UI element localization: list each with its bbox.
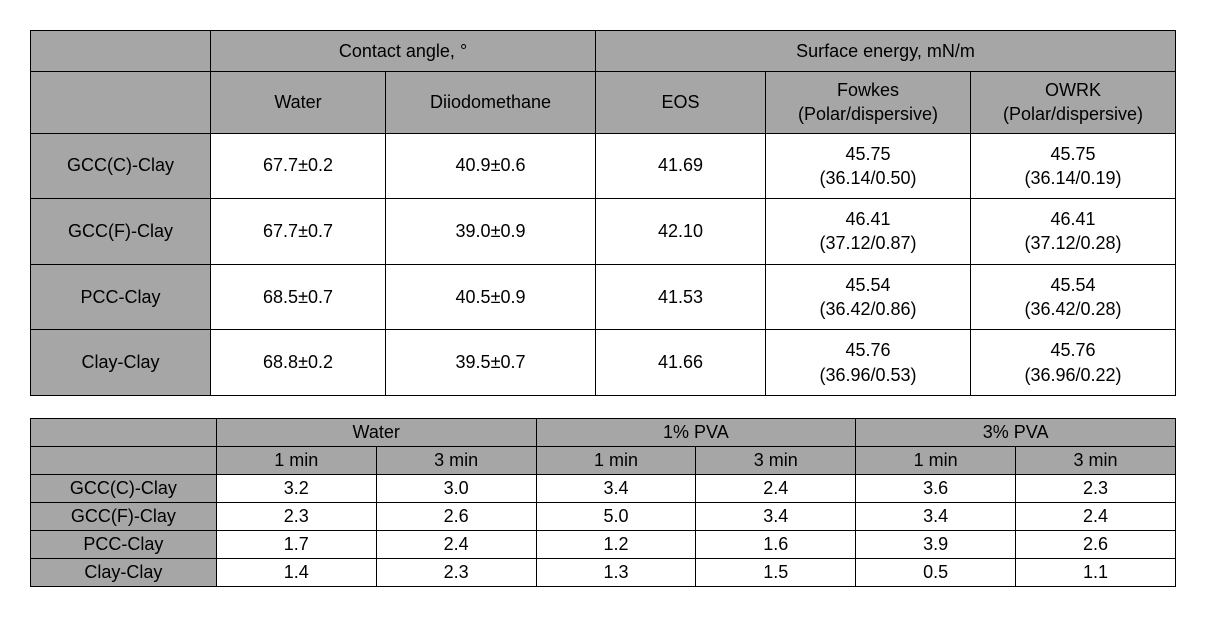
cell-value: 1.2 <box>536 530 696 558</box>
fowkes-value: 45.75 (36.14/0.50) <box>766 133 971 199</box>
row-label: GCC(F)-Clay <box>31 199 211 265</box>
cell-value: 1.1 <box>1016 558 1176 586</box>
row-label: GCC(C)-Clay <box>31 133 211 199</box>
cell-value: 2.4 <box>1016 502 1176 530</box>
cell-value: 2.4 <box>696 474 856 502</box>
pva-time-table: Water 1% PVA 3% PVA 1 min 3 min 1 min 3 … <box>30 418 1176 587</box>
cell-value: 2.3 <box>1016 474 1176 502</box>
fowkes-value: 45.76 (36.96/0.53) <box>766 330 971 396</box>
time-header: 1 min <box>536 446 696 474</box>
blank-header <box>31 31 211 72</box>
cell-value: 1.3 <box>536 558 696 586</box>
cell-value: 3.0 <box>376 474 536 502</box>
blank-header <box>31 418 217 446</box>
cell-value: 3.4 <box>856 502 1016 530</box>
cell-value: 5.0 <box>536 502 696 530</box>
surface-energy-header: Surface energy, mN/m <box>596 31 1176 72</box>
pva1-group-header: 1% PVA <box>536 418 856 446</box>
fowkes-value: 45.54 (36.42/0.86) <box>766 264 971 330</box>
blank-header <box>31 72 211 134</box>
cell-value: 1.7 <box>216 530 376 558</box>
time-header: 3 min <box>696 446 856 474</box>
diiodo-value: 39.5±0.7 <box>386 330 596 396</box>
cell-value: 3.4 <box>696 502 856 530</box>
water-group-header: Water <box>216 418 536 446</box>
row-label: GCC(F)-Clay <box>31 502 217 530</box>
time-header: 1 min <box>216 446 376 474</box>
owrk-header: OWRK (Polar/dispersive) <box>971 72 1176 134</box>
time-header: 3 min <box>376 446 536 474</box>
row-label: PCC-Clay <box>31 264 211 330</box>
diiodo-value: 40.9±0.6 <box>386 133 596 199</box>
cell-value: 2.3 <box>216 502 376 530</box>
fowkes-value: 46.41 (37.12/0.87) <box>766 199 971 265</box>
water-header: Water <box>211 72 386 134</box>
cell-value: 2.6 <box>376 502 536 530</box>
eos-value: 41.53 <box>596 264 766 330</box>
owrk-value: 45.76 (36.96/0.22) <box>971 330 1176 396</box>
row-label: GCC(C)-Clay <box>31 474 217 502</box>
owrk-value: 46.41 (37.12/0.28) <box>971 199 1176 265</box>
cell-value: 2.3 <box>376 558 536 586</box>
water-value: 67.7±0.7 <box>211 199 386 265</box>
diiodo-value: 39.0±0.9 <box>386 199 596 265</box>
row-label: Clay-Clay <box>31 330 211 396</box>
blank-header <box>31 446 217 474</box>
owrk-value: 45.75 (36.14/0.19) <box>971 133 1176 199</box>
pva3-group-header: 3% PVA <box>856 418 1176 446</box>
time-header: 3 min <box>1016 446 1176 474</box>
contact-angle-surface-energy-table: Contact angle, ° Surface energy, mN/m Wa… <box>30 30 1176 396</box>
eos-value: 41.66 <box>596 330 766 396</box>
cell-value: 0.5 <box>856 558 1016 586</box>
cell-value: 1.6 <box>696 530 856 558</box>
diiodo-header: Diiodomethane <box>386 72 596 134</box>
row-label: PCC-Clay <box>31 530 217 558</box>
contact-angle-header: Contact angle, ° <box>211 31 596 72</box>
cell-value: 3.9 <box>856 530 1016 558</box>
diiodo-value: 40.5±0.9 <box>386 264 596 330</box>
eos-value: 42.10 <box>596 199 766 265</box>
cell-value: 2.4 <box>376 530 536 558</box>
cell-value: 2.6 <box>1016 530 1176 558</box>
eos-value: 41.69 <box>596 133 766 199</box>
owrk-value: 45.54 (36.42/0.28) <box>971 264 1176 330</box>
eos-header: EOS <box>596 72 766 134</box>
water-value: 68.5±0.7 <box>211 264 386 330</box>
cell-value: 3.4 <box>536 474 696 502</box>
water-value: 67.7±0.2 <box>211 133 386 199</box>
row-label: Clay-Clay <box>31 558 217 586</box>
cell-value: 3.2 <box>216 474 376 502</box>
cell-value: 1.4 <box>216 558 376 586</box>
water-value: 68.8±0.2 <box>211 330 386 396</box>
cell-value: 3.6 <box>856 474 1016 502</box>
time-header: 1 min <box>856 446 1016 474</box>
cell-value: 1.5 <box>696 558 856 586</box>
fowkes-header: Fowkes (Polar/dispersive) <box>766 72 971 134</box>
